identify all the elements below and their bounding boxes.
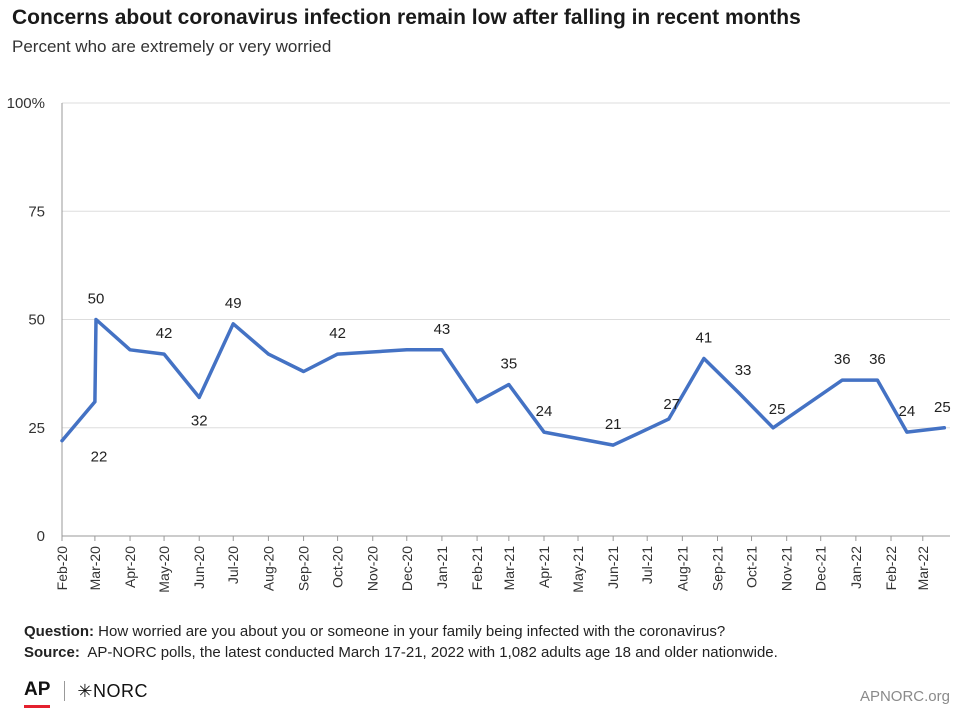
x-tick-label: Aug-21: [674, 546, 690, 591]
x-tick-label: Sep-20: [296, 546, 312, 591]
x-tick-label: Jun-20: [191, 546, 207, 589]
norc-logo: ✳NORC: [77, 680, 148, 701]
data-label: 25: [934, 399, 951, 416]
data-label: 32: [191, 412, 208, 429]
logo-divider: [64, 681, 66, 701]
x-tick-label: Feb-21: [469, 546, 485, 591]
data-point: [266, 352, 270, 356]
x-tick-label: Mar-22: [915, 546, 931, 591]
data-point: [197, 395, 201, 399]
x-tick-label: Feb-22: [883, 546, 899, 591]
gridlines: [61, 102, 950, 537]
data-point: [737, 391, 741, 395]
data-point: [128, 348, 132, 352]
x-tick-label: Jul-20: [225, 546, 241, 584]
line-chart: 0 25 50 75 100% Feb-20 Mar-20 Apr-20 May-20 Jun-…: [7, 95, 951, 593]
x-tick-label: Dec-20: [399, 546, 415, 591]
data-point: [336, 352, 340, 356]
data-label: 33: [735, 362, 752, 379]
data-label: 21: [605, 416, 622, 433]
x-tick-label: May-21: [570, 546, 586, 593]
data-label: 42: [329, 325, 346, 342]
x-tick-label: Sep-21: [710, 546, 726, 591]
x-tick-label: Apr-20: [122, 546, 138, 588]
data-label: 25: [769, 401, 786, 418]
series-line: [60, 317, 947, 447]
data-label: 35: [500, 355, 517, 372]
data-point: [440, 348, 444, 352]
ap-logo-underline: [24, 704, 50, 708]
data-label: 36: [869, 351, 886, 368]
data-point: [875, 378, 879, 382]
data-point: [771, 426, 775, 430]
data-label: 50: [88, 291, 105, 308]
x-tick-label: Jan-21: [434, 546, 450, 589]
data-point: [94, 318, 98, 321]
site-link[interactable]: APNORC.org: [859, 688, 950, 705]
x-tick-label: Nov-21: [779, 546, 795, 591]
data-point: [60, 439, 64, 443]
ap-logo: AP: [24, 679, 50, 708]
series-layer: [60, 317, 947, 447]
data-point: [942, 426, 946, 430]
data-label: 41: [696, 329, 713, 346]
chart-title: Concerns about coronavirus infection rem…: [12, 6, 801, 29]
data-point: [905, 430, 909, 434]
question-note: Question: How worried are you about you …: [24, 621, 778, 642]
x-tick-label: Jan-22: [848, 546, 864, 589]
data-label: 24: [899, 403, 916, 420]
y-tick-label: 25: [28, 420, 45, 437]
source-text: AP-NORC polls, the latest conducted Marc…: [87, 644, 778, 661]
x-tick-label: Oct-20: [330, 546, 346, 588]
data-point: [542, 430, 546, 434]
data-point: [162, 352, 166, 356]
source-note: Source: AP-NORC polls, the latest conduc…: [24, 642, 778, 663]
y-tick-label: 50: [28, 312, 45, 329]
x-tick-label: Dec-21: [813, 546, 829, 591]
data-labels: 22 50 42 32 49 42 43 35 24 21 27 41 33 25 36 36 24 25: [88, 291, 951, 466]
x-tick-label: Jul-21: [639, 546, 655, 584]
data-point: [405, 348, 409, 352]
x-tick-label: Nov-20: [365, 546, 381, 591]
y-tick-label: 0: [37, 528, 45, 545]
data-label: 22: [91, 449, 108, 466]
chart-notes: Question: How worried are you about you …: [24, 621, 778, 663]
data-label: 36: [834, 351, 851, 368]
chart-subtitle: Percent who are extremely or very worrie…: [12, 37, 332, 56]
data-point: [302, 369, 306, 373]
data-label: 27: [663, 396, 680, 413]
source-label: Source:: [24, 644, 80, 661]
data-point: [231, 322, 235, 326]
question-label: Question:: [24, 623, 94, 640]
question-text: How worried are you about you or someone…: [98, 623, 726, 640]
data-label: 24: [536, 403, 553, 420]
data-label: 49: [225, 295, 242, 312]
y-axis: 0 25 50 75 100%: [7, 95, 45, 545]
x-tick-label: May-20: [156, 546, 172, 593]
x-tick-label: Feb-20: [54, 546, 70, 591]
x-tick-label: Mar-20: [87, 546, 103, 591]
x-tick-label: Aug-20: [260, 546, 276, 591]
y-tick-label: 100%: [7, 95, 45, 112]
data-point: [667, 417, 671, 421]
x-tick-label: Oct-21: [744, 546, 760, 588]
data-point: [840, 378, 844, 382]
y-tick-label: 75: [28, 203, 45, 220]
x-tick-label: Jun-21: [605, 546, 621, 589]
x-tick-label: Apr-21: [536, 546, 552, 588]
x-tick-label: Mar-21: [501, 546, 517, 591]
data-point: [702, 356, 706, 360]
data-label: 43: [434, 321, 451, 338]
data-label: 42: [156, 325, 173, 342]
data-point: [507, 382, 511, 386]
data-point: [93, 400, 97, 404]
data-point: [611, 443, 615, 447]
logo-row: AP ✳NORC: [24, 676, 148, 708]
x-axis: Feb-20 Mar-20 Apr-20 May-20 Jun-20 Jul-20 Aug-…: [54, 536, 931, 593]
data-point: [475, 400, 479, 404]
